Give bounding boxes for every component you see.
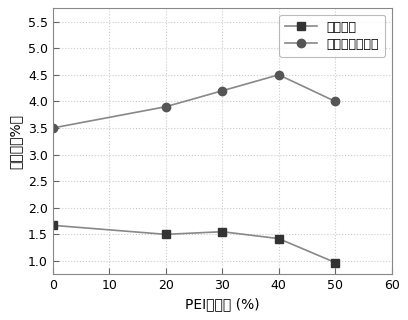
X-axis label: PEI担载量 (%): PEI担载量 (%)	[185, 298, 259, 312]
二氧化碳吸附量	[163, 105, 168, 109]
Line: 二氧化碳吸附量: 二氧化碳吸附量	[49, 71, 339, 132]
二氧化碳吸附量	[220, 89, 225, 93]
水吸附量	[163, 232, 168, 236]
水吸附量	[220, 230, 225, 234]
Y-axis label: 吸附量（%）: 吸附量（%）	[8, 114, 22, 169]
水吸附量	[333, 260, 338, 264]
Legend: 水吸附量, 二氧化碳吸附量: 水吸附量, 二氧化碳吸附量	[279, 15, 386, 57]
水吸附量	[276, 237, 281, 241]
水吸附量	[50, 223, 55, 227]
二氧化碳吸附量	[333, 100, 338, 103]
Line: 水吸附量: 水吸附量	[49, 221, 339, 267]
二氧化碳吸附量	[50, 126, 55, 130]
二氧化碳吸附量	[276, 73, 281, 77]
